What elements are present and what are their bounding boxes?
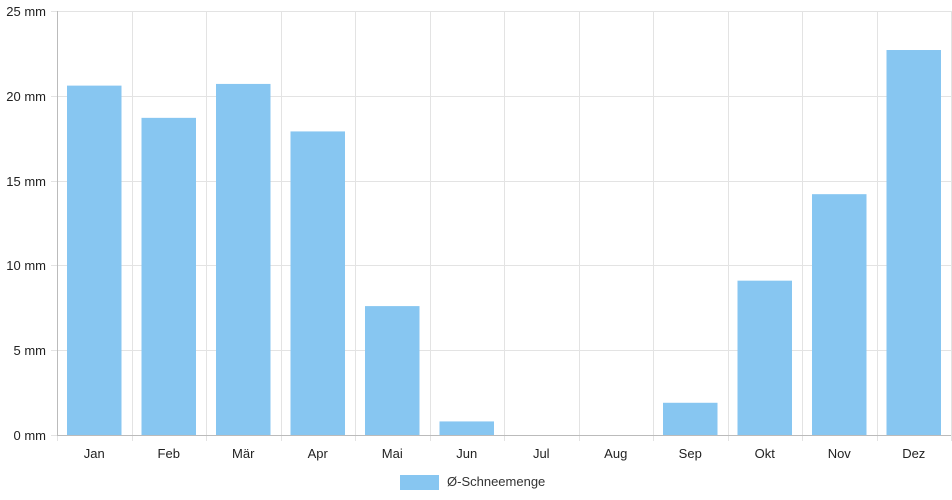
axes — [57, 11, 951, 436]
y-tick-label-20: 20 mm — [6, 89, 46, 104]
x-tick-label-jul: Jul — [533, 446, 550, 461]
x-tick-label-feb: Feb — [158, 446, 180, 461]
bar-okt[interactable] — [737, 280, 793, 435]
x-tick-label-nov: Nov — [828, 446, 852, 461]
bar-sep[interactable] — [663, 402, 718, 435]
y-tick-label-5: 5 mm — [14, 343, 47, 358]
x-tick-label-sep: Sep — [679, 446, 702, 461]
bar-mär[interactable] — [216, 83, 271, 436]
y-tick-label-10: 10 mm — [6, 258, 46, 273]
x-axis-tick-labels: Jan Feb Mär Apr Mai Jun Jul Aug Sep Okt Nov Dez — [84, 446, 926, 461]
x-tick-label-jun: Jun — [456, 446, 477, 461]
x-tick-label-jan: Jan — [84, 446, 105, 461]
x-tick-label-aug: Aug — [604, 446, 627, 461]
bar-nov[interactable] — [812, 194, 867, 435]
legend-swatch-snowfall[interactable] — [400, 475, 439, 490]
x-tick-label-apr: Apr — [308, 446, 329, 461]
x-tick-label-mär: Mär — [232, 446, 255, 461]
bar-jun[interactable] — [439, 421, 495, 435]
bar-jan[interactable] — [67, 85, 122, 436]
x-tick-label-okt: Okt — [755, 446, 776, 461]
legend[interactable]: Ø-Schneemenge — [400, 474, 545, 490]
y-tick-label-0: 0 mm — [14, 428, 47, 443]
bars — [67, 50, 942, 436]
bar-mai[interactable] — [365, 306, 420, 435]
bar-apr[interactable] — [290, 131, 346, 436]
bar-feb[interactable] — [141, 117, 197, 435]
y-axis-tick-labels: 0 mm 5 mm 10 mm 15 mm 20 mm 25 mm — [6, 4, 46, 443]
y-tick-label-15: 15 mm — [6, 174, 46, 189]
x-tick-label-mai: Mai — [382, 446, 403, 461]
bar-dez[interactable] — [886, 50, 942, 435]
y-tick-label-25: 25 mm — [6, 4, 46, 19]
legend-label-snowfall[interactable]: Ø-Schneemenge — [447, 474, 545, 489]
x-tick-label-dez: Dez — [902, 446, 925, 461]
